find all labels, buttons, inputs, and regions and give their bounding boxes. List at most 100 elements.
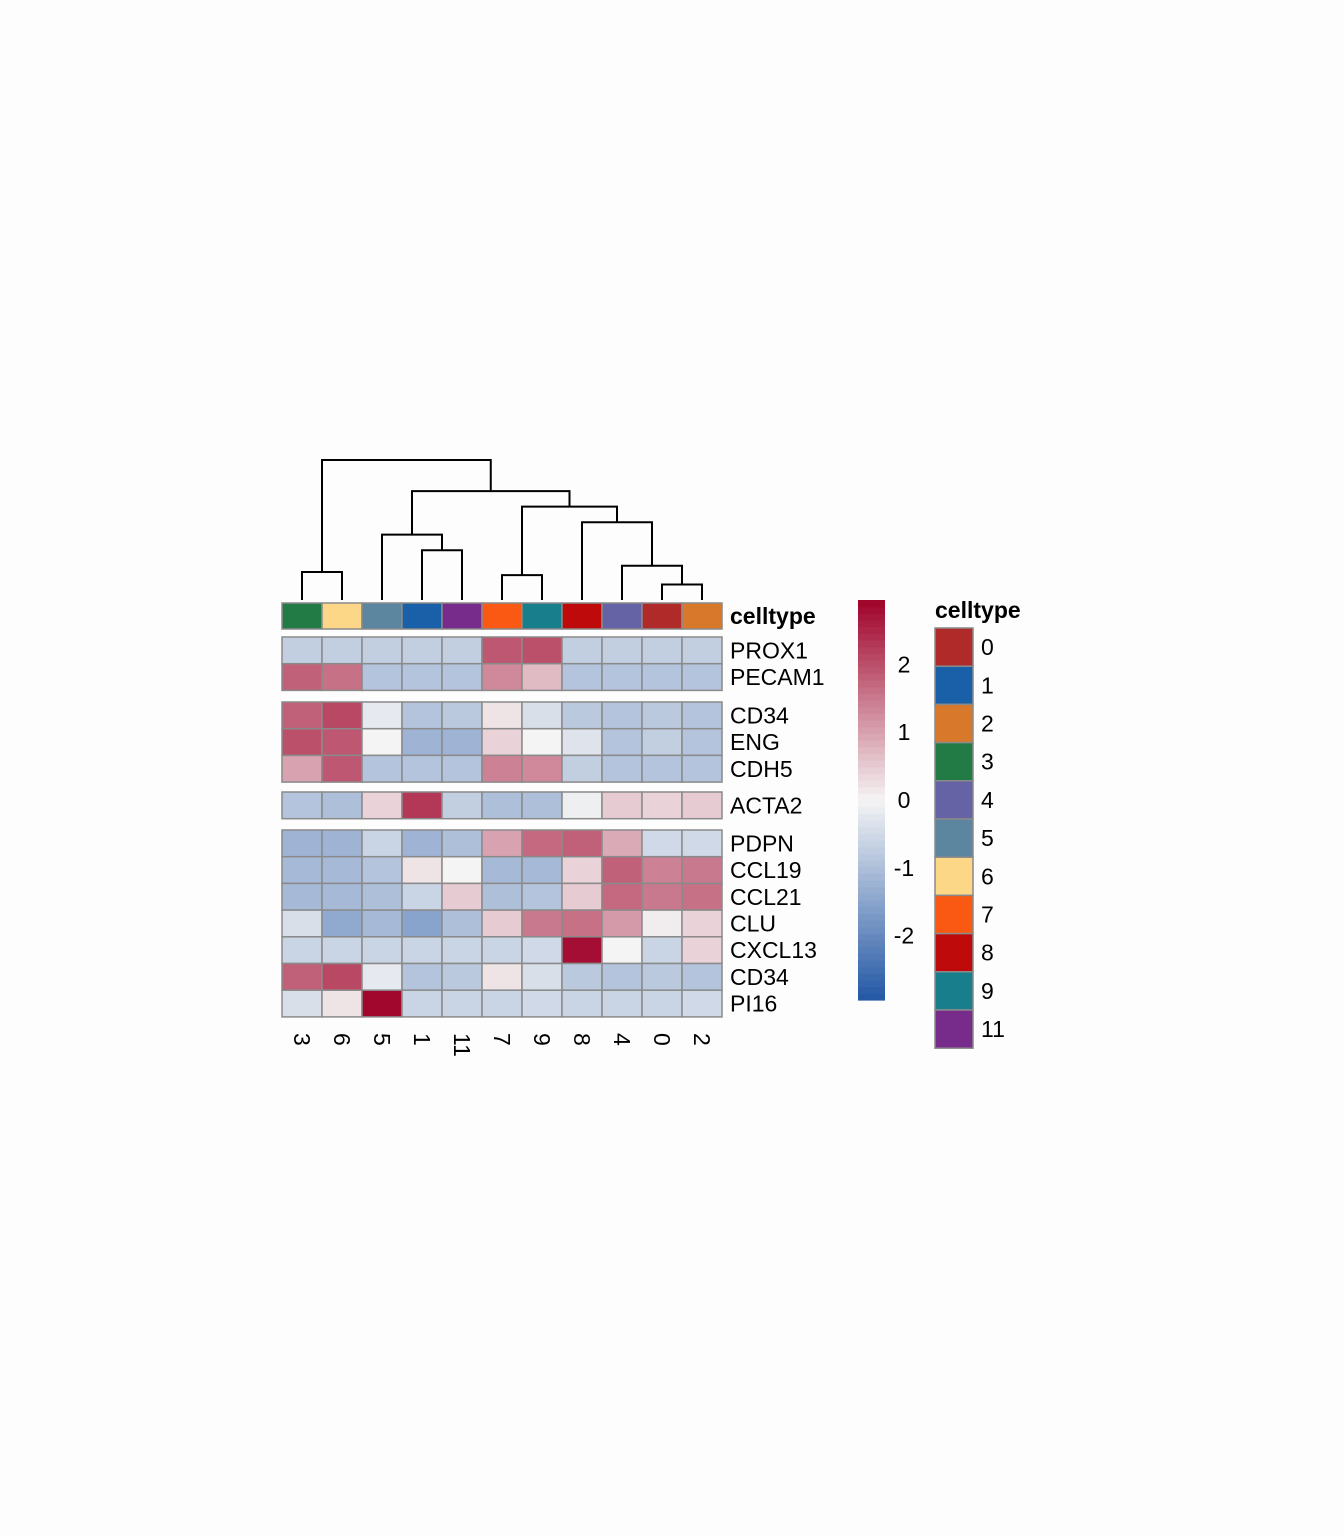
heatmap-cell (401, 791, 443, 820)
heatmap-cell (601, 701, 643, 730)
heatmap-cell (561, 662, 603, 692)
row-label: CD34 (730, 702, 789, 728)
heatmap-cell (481, 754, 523, 783)
colorbar-segment (858, 760, 885, 768)
colorbar-tick-label: 0 (898, 787, 911, 813)
heatmap-cell (521, 936, 563, 965)
legend-swatch (934, 703, 974, 744)
column-label: 9 (529, 1033, 555, 1046)
legend-swatch (934, 971, 974, 1011)
heatmap-cell (681, 636, 723, 665)
heatmap-cell (361, 701, 403, 730)
heatmap-cell (401, 829, 443, 858)
heatmap-cell (681, 754, 723, 783)
colorbar-segment (858, 993, 885, 1001)
row-label: ACTA2 (730, 792, 802, 818)
heatmap-cell (361, 882, 403, 911)
legend-label: 8 (981, 940, 994, 966)
row-label: PECAM1 (730, 664, 825, 690)
heatmap-cell (641, 754, 683, 783)
legend-swatch (934, 1009, 974, 1049)
colorbar-segment (858, 973, 885, 981)
heatmap-cell (441, 989, 483, 1018)
row-label: CDH5 (730, 756, 793, 782)
heatmap-cell (401, 662, 443, 692)
heatmap-cell (561, 855, 603, 885)
colorbar-segment (858, 773, 885, 781)
annotation-cell (321, 602, 363, 630)
heatmap-cell (441, 936, 483, 965)
legend-swatch (934, 932, 974, 973)
colorbar-segment (858, 800, 885, 808)
heatmap-cell (481, 936, 523, 965)
heatmap-cell (601, 636, 643, 665)
heatmap-cell (441, 855, 483, 885)
heatmap-cell (361, 636, 403, 665)
heatmap-cell (361, 962, 403, 991)
column-label: 5 (369, 1033, 395, 1046)
dendrogram-branch (301, 571, 343, 600)
heatmap-cell (601, 882, 643, 911)
colorbar-segment (858, 906, 885, 914)
heatmap-cell (361, 662, 403, 692)
colorbar-segment (858, 740, 885, 748)
colorbar-segment (858, 653, 885, 661)
colorbar-segment (858, 720, 885, 728)
heatmap-cell (321, 791, 363, 820)
heatmap-cell (561, 701, 603, 730)
heatmap-cell (481, 829, 523, 858)
colorbar-segment (858, 673, 885, 681)
heatmap-cell (401, 727, 443, 757)
row-labels: PROX1PECAM1CD34ENGCDH5ACTA2PDPNCCL19CCL2… (730, 637, 825, 1016)
colorbar-segment (858, 686, 885, 694)
heatmap-cell (521, 962, 563, 991)
legend-swatch (934, 856, 974, 897)
legend-label: 6 (981, 863, 994, 889)
colorbar-segment (858, 820, 885, 828)
heatmap-cell (321, 936, 363, 965)
legend-label: 7 (981, 902, 994, 928)
heatmap-cell (681, 909, 723, 938)
heatmap-cell (561, 727, 603, 757)
legend-swatch (934, 741, 974, 782)
heatmap-cell (681, 962, 723, 991)
heatmap-cell (281, 989, 323, 1018)
colorbar-segment (858, 746, 885, 754)
annotation-cell (401, 602, 443, 630)
colorbar-segment (858, 640, 885, 648)
column-dendrogram (301, 459, 703, 600)
column-label: 2 (689, 1033, 715, 1046)
heatmap-cell (481, 855, 523, 885)
heatmap-cell (561, 936, 603, 965)
heatmap-cell (481, 882, 523, 911)
heatmap-cell (601, 936, 643, 965)
legend-swatch (934, 780, 974, 820)
heatmap-cell (321, 701, 363, 730)
colorbar-segment (858, 960, 885, 968)
column-label: 4 (609, 1033, 635, 1046)
colorbar-segment (858, 933, 885, 941)
celltype-legend: celltype 0 1 2 3 4 5 6 7 8 9 11 (934, 597, 1021, 1049)
heatmap-cell (601, 829, 643, 858)
heatmap-cell (641, 829, 683, 858)
heatmap-cell (521, 662, 563, 692)
row-label: PI16 (730, 991, 777, 1017)
colorbar-segment (858, 893, 885, 901)
row-label: PDPN (730, 830, 794, 856)
annotation-cell (561, 602, 603, 630)
heatmap-cell (601, 662, 643, 692)
heatmap-cell (441, 662, 483, 692)
heatmap-cell (481, 727, 523, 757)
heatmap-cell (321, 882, 363, 911)
heatmap-cell (401, 909, 443, 938)
heatmap-cell (561, 754, 603, 783)
heatmap-cell (361, 754, 403, 783)
colorbar-segment (858, 900, 885, 908)
legend-label: 1 (981, 672, 994, 698)
heatmap-cell (281, 855, 323, 885)
row-label: CD34 (730, 964, 789, 990)
colorbar-segment (858, 873, 885, 881)
dendrogram-branch (621, 564, 683, 600)
legend-swatch (934, 665, 974, 706)
heatmap-cell (521, 636, 563, 665)
